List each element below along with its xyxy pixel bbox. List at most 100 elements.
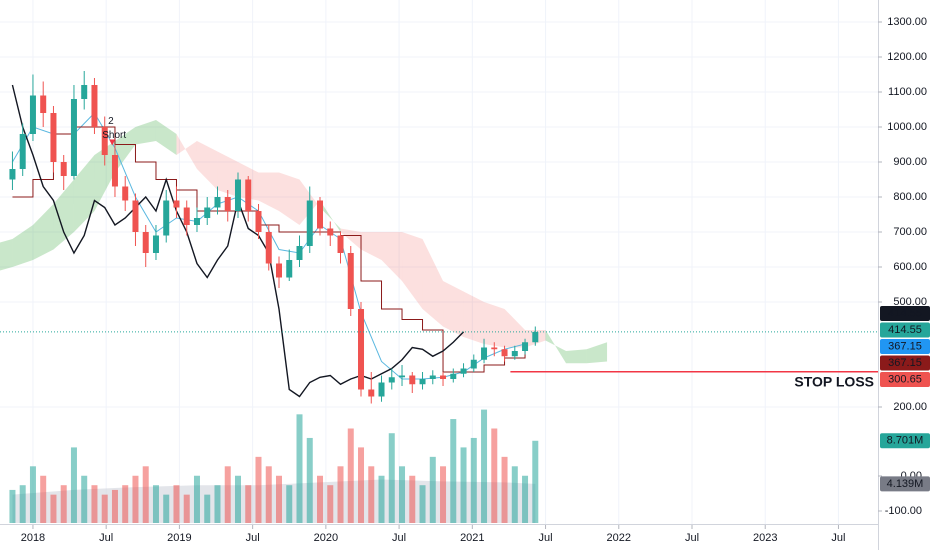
cloud-segment bbox=[12, 225, 33, 267]
candle-body bbox=[122, 186, 129, 201]
cloud-segment bbox=[340, 228, 362, 250]
candle-body bbox=[265, 232, 272, 264]
volume-bar bbox=[91, 485, 98, 523]
x-tick-label: Jul bbox=[685, 532, 699, 544]
candle-body bbox=[501, 349, 508, 357]
price-badge bbox=[880, 306, 930, 322]
price-badge-label: 300.65 bbox=[888, 373, 922, 385]
candle-body bbox=[204, 207, 211, 218]
candle-body bbox=[81, 85, 88, 99]
volume-bar bbox=[429, 456, 436, 523]
y-tick-label: 200.00 bbox=[893, 401, 927, 413]
volume-bar bbox=[122, 485, 129, 523]
volume-bar bbox=[378, 475, 385, 523]
candle-body bbox=[142, 232, 149, 253]
volume-bar bbox=[60, 485, 67, 523]
volume-bar bbox=[50, 494, 57, 523]
candle-body bbox=[9, 169, 16, 180]
volume-bar bbox=[245, 485, 252, 523]
y-tick-label: 1200.00 bbox=[887, 51, 927, 63]
cloud-segment bbox=[484, 302, 505, 348]
candle-body bbox=[470, 359, 477, 369]
volume-bar bbox=[111, 489, 118, 523]
volume-bar bbox=[440, 466, 447, 523]
volume-bar bbox=[501, 456, 508, 523]
stop-loss-label: STOP LOSS bbox=[794, 373, 874, 389]
candle-body bbox=[429, 375, 436, 379]
volume-bar bbox=[275, 475, 282, 523]
x-tick-label: 2021 bbox=[460, 532, 484, 544]
candle-body bbox=[296, 246, 303, 260]
volume-bar bbox=[224, 466, 231, 523]
volume-bar bbox=[142, 466, 149, 523]
candle-body bbox=[522, 342, 529, 351]
candle-body bbox=[193, 218, 200, 225]
candle-body bbox=[234, 179, 241, 211]
cloud-segment bbox=[586, 342, 608, 364]
candle-body bbox=[399, 375, 406, 378]
candle-body bbox=[409, 375, 416, 385]
candle-body bbox=[347, 253, 354, 309]
volume-bar bbox=[368, 466, 375, 523]
cloud-segment bbox=[443, 281, 464, 337]
cloud-segment bbox=[278, 172, 300, 225]
candle-body bbox=[491, 347, 498, 350]
candle-body bbox=[255, 211, 262, 232]
candle-body bbox=[40, 95, 47, 113]
cloud-segment bbox=[155, 120, 177, 155]
volume-badge-label: 4.139M bbox=[887, 478, 924, 490]
price-badge-label: 414.55 bbox=[888, 324, 922, 336]
volume-bar bbox=[337, 466, 344, 523]
volume-bar bbox=[40, 475, 47, 523]
candle-body bbox=[163, 200, 170, 236]
candle-body bbox=[132, 200, 139, 232]
price-badge-label: 367.15 bbox=[888, 357, 922, 369]
volume-bar bbox=[532, 440, 539, 523]
cloud-segment bbox=[32, 204, 54, 260]
volume-bar bbox=[470, 437, 477, 523]
volume-bar bbox=[204, 494, 211, 523]
x-tick-label: 2018 bbox=[21, 532, 45, 544]
candle-body bbox=[60, 162, 67, 176]
volume-bar bbox=[327, 485, 334, 523]
candle-body bbox=[50, 113, 57, 162]
volume-bar bbox=[255, 456, 262, 523]
y-tick-label: -100.00 bbox=[885, 505, 922, 517]
candle-body bbox=[275, 263, 282, 278]
candle-body bbox=[337, 235, 344, 253]
volume-bar bbox=[317, 475, 324, 523]
volume-bar bbox=[460, 447, 467, 523]
volume-bar bbox=[306, 437, 313, 523]
candle-body bbox=[460, 368, 467, 374]
candle-body bbox=[317, 200, 324, 229]
candle-body bbox=[245, 179, 252, 211]
candle-body bbox=[111, 155, 118, 187]
price-badge-label: 414.55 bbox=[888, 307, 922, 319]
y-tick-label: 700.00 bbox=[893, 226, 927, 238]
y-tick-label: 1300.00 bbox=[887, 16, 927, 28]
volume-bar bbox=[214, 485, 221, 523]
volume-badge-label: 8.701M bbox=[887, 435, 924, 447]
candle-body bbox=[440, 375, 447, 379]
volume-bar bbox=[450, 419, 457, 523]
candle-body bbox=[327, 228, 334, 236]
volume-bar bbox=[19, 485, 26, 523]
volume-bar bbox=[234, 475, 241, 523]
x-tick-label: Jul bbox=[246, 532, 260, 544]
candle-body bbox=[152, 235, 159, 253]
x-tick-label: 2023 bbox=[753, 532, 777, 544]
y-tick-label: 600.00 bbox=[893, 261, 927, 273]
volume-bar bbox=[522, 475, 529, 523]
x-tick-label: Jul bbox=[392, 532, 406, 544]
volume-bar bbox=[152, 485, 159, 523]
volume-bar bbox=[491, 428, 498, 523]
x-tick-label: Jul bbox=[99, 532, 113, 544]
volume-bar bbox=[29, 466, 36, 523]
candle-body bbox=[224, 197, 231, 211]
signal-arrow bbox=[109, 139, 116, 146]
cloud-segment bbox=[176, 134, 197, 169]
y-tick-label: 800.00 bbox=[893, 191, 927, 203]
volume-bar bbox=[286, 485, 293, 523]
cloud-segment bbox=[566, 349, 587, 364]
